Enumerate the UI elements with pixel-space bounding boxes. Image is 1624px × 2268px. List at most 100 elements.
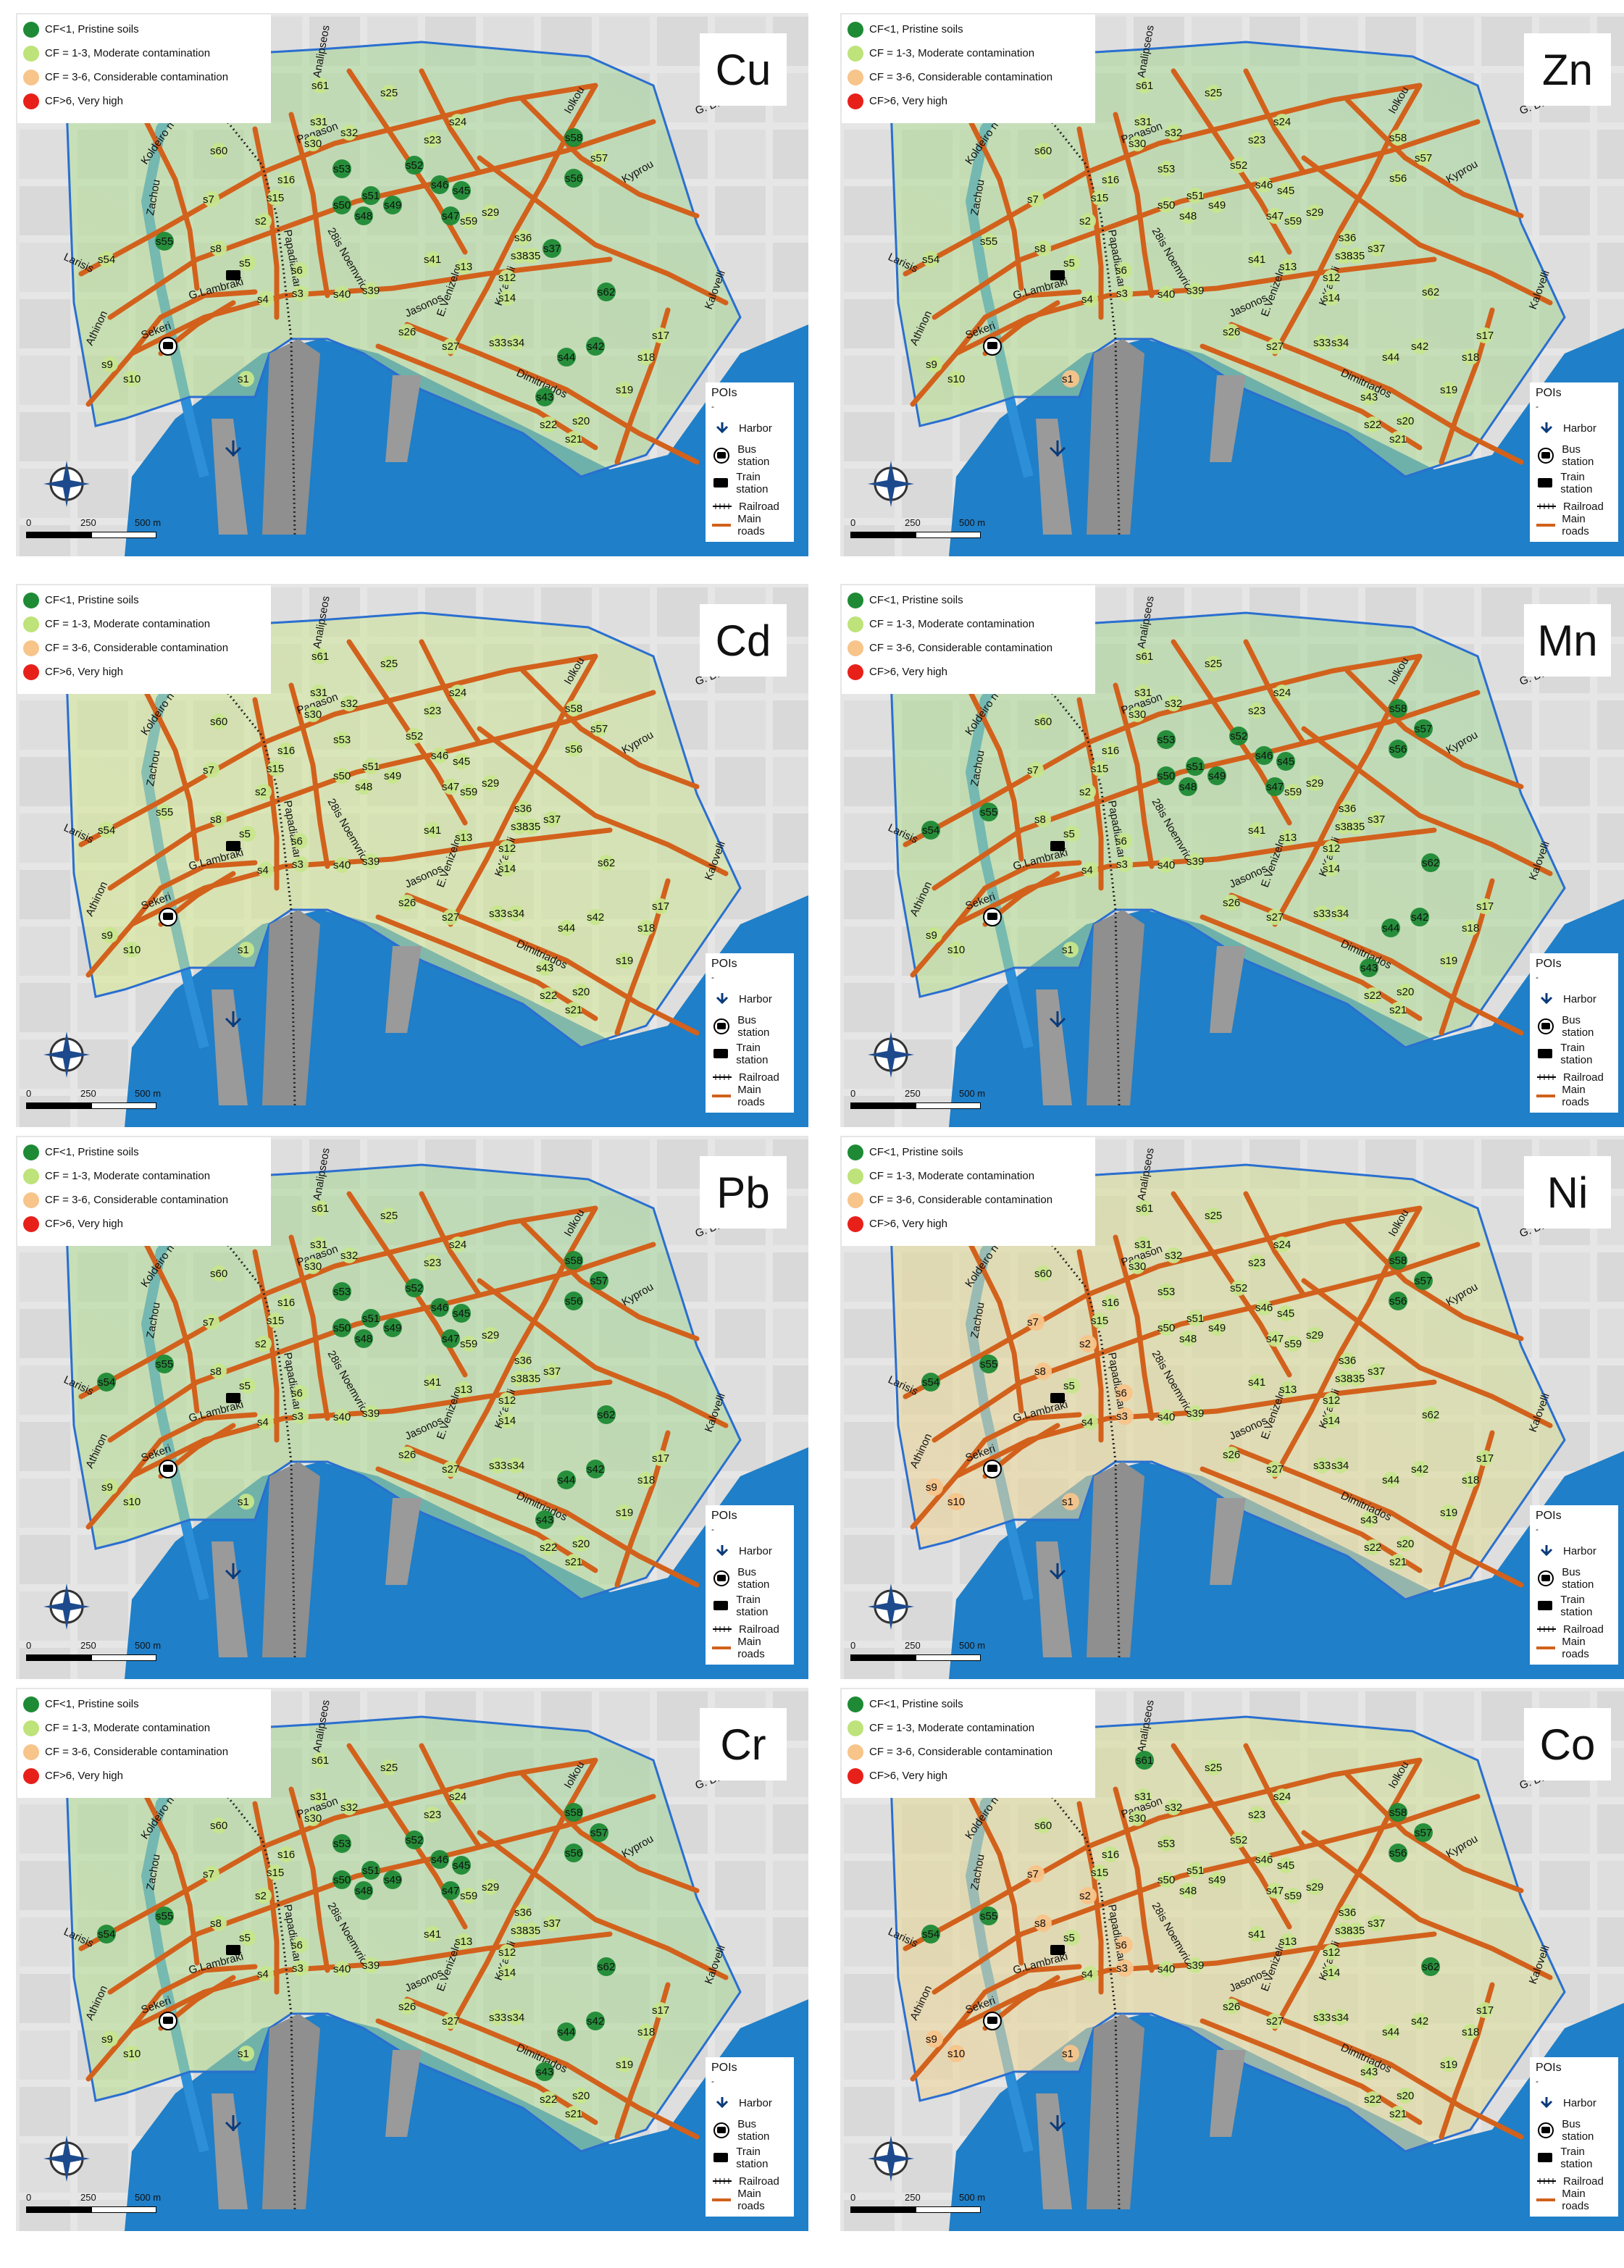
sample-site-marker <box>1158 1409 1174 1425</box>
sample-site-marker <box>461 213 477 229</box>
sample-site-marker <box>102 927 118 943</box>
poi-train: Train station <box>1536 1592 1612 1620</box>
harbor-icon <box>711 1544 733 1558</box>
sample-site-label: s54 <box>98 1928 115 1941</box>
sample-site-label: s23 <box>1248 134 1265 146</box>
sample-site-label: s41 <box>424 1376 441 1389</box>
sample-site-marker <box>1205 1759 1221 1775</box>
sample-site-marker <box>1102 742 1118 758</box>
sample-site-label: s46 <box>1255 750 1273 762</box>
sample-site-marker <box>1223 1447 1239 1463</box>
sample-site-marker <box>1249 703 1265 719</box>
sample-site-label: s49 <box>384 770 401 782</box>
harbor-icon <box>1049 440 1066 457</box>
sample-site-marker <box>1158 197 1174 213</box>
sample-site-marker <box>653 898 669 914</box>
legend-item: CF>6, Very high <box>23 1212 265 1236</box>
sample-site-marker <box>399 1999 415 2014</box>
sample-site-label: s29 <box>1306 1881 1323 1894</box>
sample-site-label: s5 <box>1063 1932 1075 1944</box>
sample-site-marker <box>443 779 459 795</box>
sample-site-label: s20 <box>572 415 590 427</box>
sample-site-label: s16 <box>277 745 295 757</box>
sample-site-label: s59 <box>460 786 477 798</box>
sample-site-marker <box>1314 905 1330 921</box>
legend-swatch <box>23 664 39 680</box>
sample-site-label: s24 <box>1273 1791 1291 1803</box>
sample-site-label: s42 <box>587 340 604 353</box>
sample-site-marker <box>979 803 998 821</box>
sample-site-label: s18 <box>1462 922 1479 934</box>
sample-site-label: s58 <box>565 703 582 715</box>
poi-bus: Bus station <box>1536 2117 1612 2144</box>
sample-site-marker <box>334 768 350 784</box>
sample-site-marker <box>293 1408 309 1424</box>
legend-swatch <box>23 592 39 608</box>
poi-harbor: Harbor <box>711 2089 788 2117</box>
sample-site-marker <box>278 1294 294 1310</box>
poi-roads: Main roads <box>1536 1084 1612 1108</box>
sample-site-label: s50 <box>1158 1322 1175 1334</box>
sample-site-label: s2 <box>255 215 267 227</box>
poi-railroad-label: Railroad <box>739 1623 779 1636</box>
sample-site-marker <box>361 186 380 205</box>
harbor-piers <box>1036 1462 1246 1657</box>
sample-site-label: s49 <box>1208 1874 1226 1886</box>
poi-railroad-label: Railroad <box>1563 1071 1604 1084</box>
sample-site-marker <box>450 685 466 700</box>
sample-site-marker <box>1157 766 1176 785</box>
sample-site-marker <box>1158 1961 1174 1977</box>
sample-site-marker <box>1187 188 1203 204</box>
sample-site-marker <box>535 1510 554 1529</box>
sample-site-marker <box>1064 255 1080 271</box>
sample-site-marker <box>102 356 118 372</box>
sample-site-marker <box>1129 135 1145 151</box>
sample-site-marker <box>405 1279 424 1297</box>
sample-site-marker <box>1267 909 1283 925</box>
legend-item: CF<1, Pristine soils <box>847 17 1089 41</box>
sample-site-marker <box>267 1313 283 1328</box>
sample-site-marker <box>405 1830 424 1849</box>
sample-site-marker <box>564 169 583 188</box>
sample-site-label: s59 <box>1284 215 1302 227</box>
sample-site-marker <box>1229 727 1248 745</box>
bus-icon <box>711 1570 732 1587</box>
sample-site-label: s13 <box>455 261 472 273</box>
sample-site-marker <box>508 2009 524 2025</box>
sample-site-label: s27 <box>442 340 459 353</box>
sample-site-marker <box>499 1413 515 1428</box>
sample-site-label: s61 <box>1136 80 1153 92</box>
sample-site-marker <box>597 1405 616 1424</box>
legend-swatch <box>847 1767 863 1784</box>
pois-title-label: POIs <box>1536 2062 1562 2074</box>
pois-dash: - <box>1536 972 1612 982</box>
sample-site-label: s27 <box>442 1463 459 1476</box>
poi-train-label: Train station <box>736 471 769 495</box>
sample-site-label: s52 <box>1230 1834 1247 1846</box>
sample-site-label: s42 <box>1411 911 1428 924</box>
sample-site-label: s6 <box>1116 264 1127 277</box>
pois-legend: POIs - Harbor Bus station Train station Railr… <box>1530 2057 1618 2217</box>
sample-site-label: s48 <box>355 210 372 222</box>
sample-site-label: s31 <box>1134 116 1152 128</box>
bus-station-icon <box>159 2012 177 2030</box>
sample-site-label: s44 <box>558 922 575 934</box>
poi-bus: Bus station <box>1536 1565 1612 1592</box>
sample-site-label: s33 <box>1313 2012 1331 2024</box>
sample-site-label: s40 <box>1158 1411 1175 1423</box>
sample-site-marker <box>341 695 357 711</box>
sample-site-label: s26 <box>1223 897 1240 909</box>
legend-label: CF = 3-6, Considerable contamination <box>45 1194 229 1206</box>
scale-segment <box>916 2206 981 2213</box>
train-icon <box>1536 1047 1554 1061</box>
sample-site-marker <box>406 728 422 744</box>
sample-site-label: s19 <box>616 955 633 967</box>
scale-label: 500 m <box>959 1088 986 1099</box>
sample-site-marker <box>524 819 540 834</box>
pois-dash: - <box>711 1524 788 1534</box>
sample-site-label: s3 <box>1116 288 1128 300</box>
sample-site-marker <box>1079 1335 1097 1352</box>
poi-railroad: Railroad <box>1536 2172 1612 2190</box>
